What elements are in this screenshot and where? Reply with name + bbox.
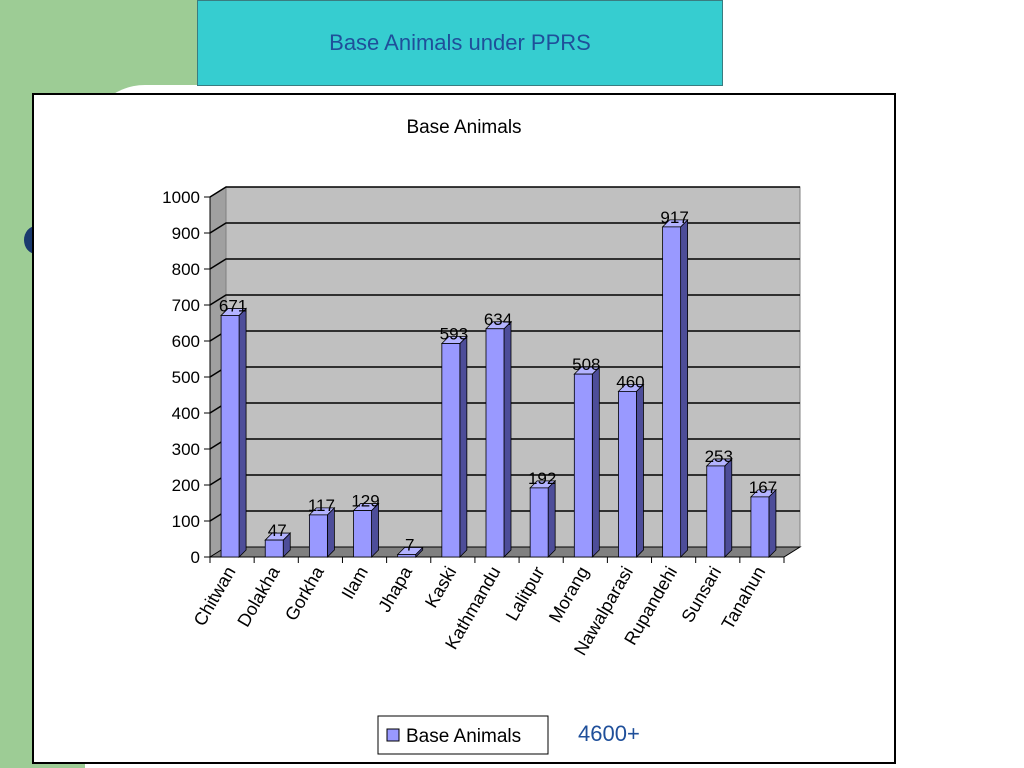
bar-side [503, 320, 512, 558]
data-label: 917 [660, 208, 688, 227]
x-tick-label: Ilam [338, 563, 372, 602]
y-tick-label: 500 [172, 368, 200, 387]
bar-side [636, 383, 644, 558]
bar [264, 539, 284, 558]
bar-side [724, 457, 733, 558]
bar [750, 496, 770, 558]
x-tick-label: Morang [545, 563, 593, 626]
bar-side [591, 366, 600, 558]
data-label: 253 [705, 447, 733, 466]
x-tick-label: Lalitpur [502, 563, 549, 624]
bar [485, 328, 505, 558]
bar-side [326, 506, 335, 558]
gridline [209, 222, 800, 234]
bar [529, 487, 549, 558]
bar [441, 343, 461, 558]
bar-side [768, 488, 777, 558]
bar [220, 315, 240, 558]
data-label: 129 [351, 492, 379, 511]
y-tick-label: 100 [172, 512, 200, 531]
legend-box [377, 715, 549, 755]
bar [662, 226, 682, 558]
data-label: 192 [528, 469, 556, 488]
total-annotation: 4600+ [578, 721, 640, 746]
bar [618, 390, 637, 558]
x-tick-label: Dolakha [233, 562, 284, 630]
bar-side [459, 335, 468, 558]
data-label: 47 [268, 521, 287, 540]
data-label: 508 [572, 355, 600, 374]
bar-chart: Base Animals 0 100 200 300 400 500 600 700 800 900… [162, 117, 802, 755]
x-tick-label: Kaski [421, 563, 460, 611]
bar [573, 373, 593, 558]
bar [353, 510, 372, 558]
y-tick-label: 1000 [162, 188, 200, 207]
y-tick-label: 800 [172, 260, 200, 279]
bar [397, 554, 417, 558]
bar [308, 514, 328, 558]
bar-side [547, 479, 556, 558]
y-tick-label: 400 [172, 404, 200, 423]
x-tick-label: Tanahun [718, 563, 770, 633]
data-label: 7 [405, 535, 414, 554]
y-tick-label: 0 [191, 548, 200, 567]
bar-side [371, 502, 379, 558]
x-tick-label: Chitwan [190, 563, 240, 629]
data-label: 460 [616, 372, 644, 391]
data-label: 117 [308, 496, 335, 515]
data-label: 634 [484, 310, 512, 329]
legend-swatch [386, 728, 400, 742]
legend-label: Base Animals [406, 726, 521, 747]
data-label: 593 [440, 325, 468, 344]
slide-title: Base Animals under PPRS [197, 0, 723, 86]
y-tick-label: 600 [172, 332, 200, 351]
chart-frame: Base Animals 0 100 200 300 400 500 600 700 800 900… [32, 93, 896, 764]
gridline [209, 186, 800, 198]
gridline [209, 294, 800, 306]
y-tick-label: 900 [172, 224, 200, 243]
x-tick-label: Gorkha [281, 562, 328, 624]
data-label: 671 [219, 296, 247, 315]
gridline [209, 258, 800, 270]
x-tick-label: Jhapa [374, 562, 416, 615]
data-label: 167 [749, 478, 777, 497]
x-tick-label: Sunsari [677, 563, 725, 626]
y-tick-label: 300 [172, 440, 200, 459]
bar [706, 465, 726, 558]
y-tick-label: 200 [172, 476, 200, 495]
y-tick-label: 700 [172, 296, 200, 315]
chart-title: Base Animals [406, 117, 521, 138]
bar-side [680, 218, 689, 558]
bar-side [238, 307, 247, 558]
